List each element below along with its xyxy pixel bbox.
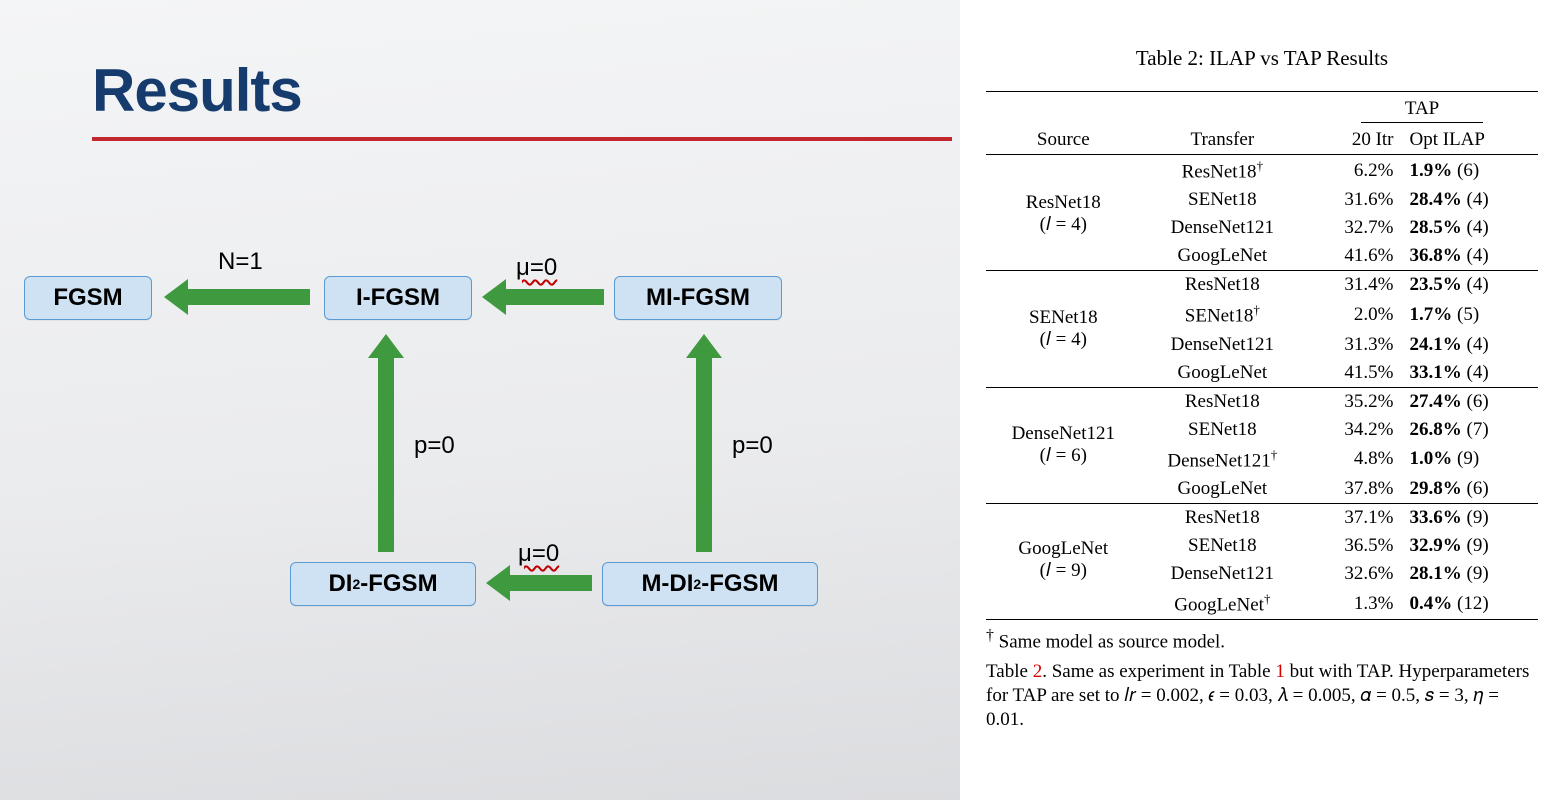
- table-row: ResNet1837.1%33.6% (9): [986, 503, 1538, 532]
- transfer-cell: DenseNet121†: [1141, 444, 1307, 475]
- tap-20itr-cell: 6.2%: [1306, 155, 1405, 187]
- table-row: ResNet1831.4%23.5% (4): [986, 271, 1538, 300]
- tap-optilap-cell: 28.4% (4): [1406, 186, 1539, 214]
- tap-20itr-cell: 4.8%: [1306, 444, 1405, 475]
- arrow-ifgsm-to-fgsm: [186, 289, 310, 305]
- tap-optilap-cell: 23.5% (4): [1406, 271, 1539, 300]
- tap-20itr-cell: 41.6%: [1306, 242, 1405, 271]
- tap-20itr-cell: 32.6%: [1306, 560, 1405, 588]
- transfer-cell: DenseNet121: [1141, 214, 1307, 242]
- transfer-cell: GoogLeNet: [1141, 242, 1307, 271]
- tap-optilap-cell: 1.7% (5): [1406, 299, 1539, 330]
- arrow-di2-to-ifgsm: [378, 356, 394, 552]
- table-panel: Table 2: ILAP vs TAP Results TAP Source …: [960, 0, 1564, 800]
- node-mifgsm: MI-FGSM: [614, 276, 782, 320]
- tap-20itr-cell: 34.2%: [1306, 416, 1405, 444]
- transfer-cell: DenseNet121: [1141, 560, 1307, 588]
- tap-optilap-cell: 0.4% (12): [1406, 588, 1539, 620]
- table-row: GoogLeNet41.5%33.1% (4): [986, 359, 1538, 388]
- transfer-cell: ResNet18†: [1141, 155, 1307, 187]
- transfer-cell: GoogLeNet: [1141, 475, 1307, 504]
- tap-optilap-cell: 33.6% (9): [1406, 503, 1539, 532]
- tap-20itr-cell: 31.3%: [1306, 331, 1405, 359]
- label-mu0-a: μ=0: [516, 254, 557, 282]
- table-row: ResNet18†6.2%1.9% (6): [986, 155, 1538, 187]
- tap-20itr-cell: 41.5%: [1306, 359, 1405, 388]
- label-mu0-b: μ=0: [518, 540, 559, 568]
- footnote-dagger: † Same model as source model.: [986, 626, 1538, 654]
- transfer-cell: SENet18: [1141, 186, 1307, 214]
- transfer-cell: SENet18: [1141, 416, 1307, 444]
- table-row: GoogLeNet41.6%36.8% (4): [986, 242, 1538, 271]
- diagram: FGSM I-FGSM MI-FGSM DI2-FGSM M-DI2-FGSM …: [0, 0, 960, 800]
- source-cell: DenseNet121(𝑙 = 6): [986, 416, 1141, 475]
- source-cell: GoogLeNet(𝑙 = 9): [986, 532, 1141, 588]
- tap-20itr-cell: 35.2%: [1306, 387, 1405, 416]
- node-ifgsm: I-FGSM: [324, 276, 472, 320]
- label-n1: N=1: [218, 248, 263, 276]
- tap-20itr-cell: 37.1%: [1306, 503, 1405, 532]
- transfer-cell: ResNet18: [1141, 387, 1307, 416]
- transfer-cell: ResNet18: [1141, 271, 1307, 300]
- node-di2fgsm: DI2-FGSM: [290, 562, 476, 606]
- label-p0-a: p=0: [414, 432, 455, 460]
- arrow-mdi2-to-di2: [508, 575, 592, 591]
- tap-optilap-cell: 1.9% (6): [1406, 155, 1539, 187]
- tap-optilap-cell: 29.8% (6): [1406, 475, 1539, 504]
- tap-optilap-cell: 36.8% (4): [1406, 242, 1539, 271]
- results-table: TAP Source Transfer 20 Itr Opt ILAP ResN…: [986, 91, 1538, 620]
- tap-optilap-cell: 28.1% (9): [1406, 560, 1539, 588]
- transfer-cell: ResNet18: [1141, 503, 1307, 532]
- table-row: DenseNet121(𝑙 = 6)SENet1834.2%26.8% (7): [986, 416, 1538, 444]
- col-20itr: 20 Itr: [1306, 126, 1405, 155]
- transfer-cell: SENet18: [1141, 532, 1307, 560]
- col-transfer: Transfer: [1141, 126, 1307, 155]
- table-caption: Table 2: ILAP vs TAP Results: [986, 46, 1538, 71]
- node-mdi2fgsm: M-DI2-FGSM: [602, 562, 818, 606]
- table-row: GoogLeNet†1.3%0.4% (12): [986, 588, 1538, 620]
- tap-20itr-cell: 1.3%: [1306, 588, 1405, 620]
- arrow-mdi2-to-mifgsm: [696, 356, 712, 552]
- arrow-mifgsm-to-ifgsm: [504, 289, 604, 305]
- tap-optilap-cell: 27.4% (6): [1406, 387, 1539, 416]
- col-optilap: Opt ILAP: [1406, 126, 1539, 155]
- transfer-cell: GoogLeNet†: [1141, 588, 1307, 620]
- tap-optilap-cell: 26.8% (7): [1406, 416, 1539, 444]
- source-cell: SENet18(𝑙 = 4): [986, 299, 1141, 358]
- tap-20itr-cell: 2.0%: [1306, 299, 1405, 330]
- tap-20itr-cell: 36.5%: [1306, 532, 1405, 560]
- tap-optilap-cell: 28.5% (4): [1406, 214, 1539, 242]
- footnote-caption: Table 2. Same as experiment in Table 1 b…: [986, 660, 1538, 731]
- tap-optilap-cell: 1.0% (9): [1406, 444, 1539, 475]
- transfer-cell: SENet18†: [1141, 299, 1307, 330]
- table-row: GoogLeNet37.8%29.8% (6): [986, 475, 1538, 504]
- label-p0-b: p=0: [732, 432, 773, 460]
- col-source: Source: [986, 126, 1141, 155]
- tap-20itr-cell: 32.7%: [1306, 214, 1405, 242]
- col-tap: TAP: [1361, 98, 1483, 123]
- tap-20itr-cell: 37.8%: [1306, 475, 1405, 504]
- table-row: SENet18(𝑙 = 4)SENet18†2.0%1.7% (5): [986, 299, 1538, 330]
- slide-left: Results FGSM I-FGSM MI-FGSM DI2-FGSM M-D…: [0, 0, 960, 800]
- table-row: ResNet1835.2%27.4% (6): [986, 387, 1538, 416]
- table-row: GoogLeNet(𝑙 = 9)SENet1836.5%32.9% (9): [986, 532, 1538, 560]
- source-cell: ResNet18(𝑙 = 4): [986, 186, 1141, 242]
- table-row: ResNet18(𝑙 = 4)SENet1831.6%28.4% (4): [986, 186, 1538, 214]
- tap-optilap-cell: 33.1% (4): [1406, 359, 1539, 388]
- transfer-cell: GoogLeNet: [1141, 359, 1307, 388]
- tap-20itr-cell: 31.4%: [1306, 271, 1405, 300]
- tap-20itr-cell: 31.6%: [1306, 186, 1405, 214]
- node-fgsm: FGSM: [24, 276, 152, 320]
- tap-optilap-cell: 24.1% (4): [1406, 331, 1539, 359]
- transfer-cell: DenseNet121: [1141, 331, 1307, 359]
- tap-optilap-cell: 32.9% (9): [1406, 532, 1539, 560]
